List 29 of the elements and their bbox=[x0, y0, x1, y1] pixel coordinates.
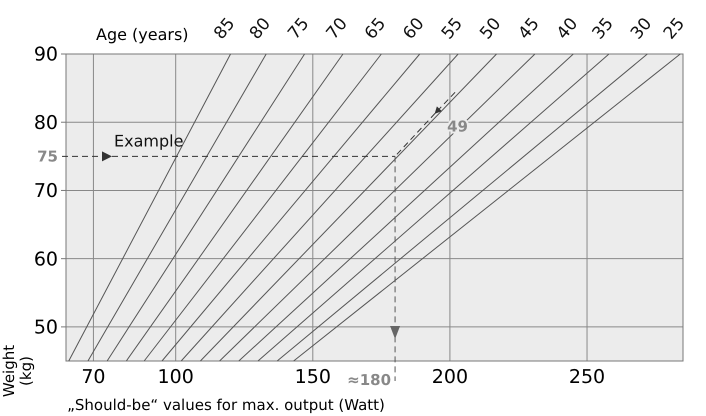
annotation: Example bbox=[114, 131, 184, 150]
y-tick-label: 70 bbox=[34, 180, 58, 202]
text: 45 bbox=[514, 14, 544, 44]
y-tick-label: 50 bbox=[34, 316, 58, 339]
ref-line-label: ≈180 bbox=[347, 371, 392, 389]
text: 30 bbox=[626, 14, 656, 44]
text: 85 bbox=[210, 14, 240, 44]
x-tick-label: 150 bbox=[294, 366, 331, 388]
legend-title: Age (years) bbox=[96, 25, 189, 44]
x-tick-label: 200 bbox=[432, 366, 468, 388]
text: 80 bbox=[246, 14, 275, 44]
text: 55 bbox=[438, 14, 467, 44]
y-axis-title: Weight (kg) bbox=[0, 344, 35, 398]
text: 65 bbox=[360, 14, 390, 44]
y-tick-label: 60 bbox=[34, 248, 58, 270]
text: 40 bbox=[552, 14, 582, 44]
text: 60 bbox=[399, 14, 429, 44]
text: 35 bbox=[588, 14, 618, 44]
y-tick-label: 90 bbox=[34, 44, 58, 66]
text: 75 bbox=[284, 14, 314, 44]
text: 25 bbox=[660, 14, 690, 44]
x-tick-label: 100 bbox=[158, 366, 194, 388]
text: 70 bbox=[322, 14, 352, 44]
text: 50 bbox=[476, 14, 506, 44]
x-axis-title: „Should-be“ values for max. output (Watt) bbox=[67, 396, 385, 414]
x-tick-label: 70 bbox=[81, 366, 106, 388]
x-tick-label: 250 bbox=[568, 366, 606, 388]
ref-line-label: 75 bbox=[37, 148, 58, 166]
y-tick-label: 80 bbox=[34, 112, 58, 134]
